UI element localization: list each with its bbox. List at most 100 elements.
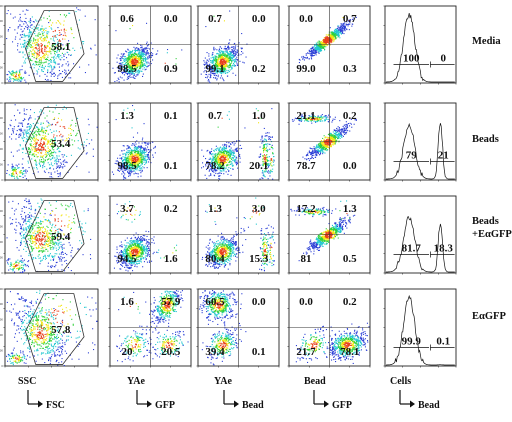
event-dot bbox=[340, 25, 342, 27]
event-dot bbox=[23, 133, 25, 135]
event-dot bbox=[239, 157, 241, 159]
event-dot bbox=[141, 51, 143, 53]
event-dot bbox=[53, 57, 55, 59]
event-dot bbox=[137, 154, 139, 156]
event-dot bbox=[39, 164, 41, 166]
event-dot bbox=[318, 40, 320, 42]
event-dot bbox=[130, 160, 132, 162]
event-dot bbox=[227, 66, 229, 68]
event-dot bbox=[319, 47, 321, 49]
event-dot bbox=[144, 48, 146, 50]
event-dot bbox=[226, 161, 228, 163]
event-dot bbox=[54, 117, 56, 119]
event-dot bbox=[20, 128, 22, 130]
event-dot bbox=[320, 45, 322, 47]
event-dot bbox=[138, 53, 140, 55]
event-dot bbox=[52, 68, 54, 70]
event-dot bbox=[128, 63, 130, 65]
event-dot bbox=[29, 58, 31, 60]
event-dot bbox=[63, 163, 65, 165]
event-dot bbox=[141, 159, 143, 161]
event-dot bbox=[146, 158, 148, 160]
event-dot bbox=[316, 46, 318, 48]
event-dot bbox=[55, 144, 57, 146]
event-dot bbox=[40, 16, 42, 18]
event-dot bbox=[338, 34, 340, 36]
event-dot bbox=[234, 142, 236, 144]
event-dot bbox=[237, 54, 239, 56]
event-dot bbox=[28, 52, 30, 54]
y-tick-label: 600 bbox=[0, 132, 3, 136]
event-dot bbox=[139, 70, 141, 72]
event-dot bbox=[224, 53, 226, 55]
event-dot bbox=[43, 160, 45, 162]
event-dot bbox=[36, 42, 38, 44]
event-dot bbox=[346, 29, 348, 31]
event-dot bbox=[228, 142, 230, 144]
event-dot bbox=[32, 173, 34, 175]
event-dot bbox=[47, 56, 49, 58]
event-dot bbox=[139, 62, 141, 64]
event-dot bbox=[13, 78, 15, 80]
event-dot bbox=[220, 61, 222, 63]
event-dot bbox=[35, 130, 37, 132]
event-dot bbox=[148, 152, 150, 154]
event-dot bbox=[214, 55, 216, 57]
event-dot bbox=[27, 27, 29, 29]
event-dot bbox=[38, 143, 40, 145]
event-dot bbox=[51, 142, 53, 144]
event-dot bbox=[235, 158, 237, 160]
event-dot bbox=[141, 51, 143, 53]
event-dot bbox=[143, 53, 145, 55]
event-dot bbox=[49, 176, 51, 178]
event-dot bbox=[65, 45, 67, 47]
event-dot bbox=[64, 154, 66, 156]
event-dot bbox=[351, 25, 353, 27]
event-dot bbox=[36, 139, 38, 141]
event-dot bbox=[15, 169, 17, 171]
event-dot bbox=[222, 53, 224, 55]
event-dot bbox=[44, 171, 46, 173]
event-dot bbox=[13, 128, 15, 130]
event-dot bbox=[60, 139, 62, 141]
event-dot bbox=[320, 41, 322, 43]
event-dot bbox=[23, 33, 25, 35]
event-dot bbox=[323, 38, 325, 40]
event-dot bbox=[13, 115, 15, 117]
event-dot bbox=[136, 148, 138, 150]
event-dot bbox=[9, 136, 11, 138]
event-dot bbox=[119, 58, 121, 60]
event-dot bbox=[31, 54, 33, 56]
event-dot bbox=[224, 155, 226, 157]
event-dot bbox=[21, 79, 23, 81]
event-dot bbox=[218, 55, 220, 57]
event-dot bbox=[213, 48, 215, 50]
event-dot bbox=[46, 36, 48, 38]
event-dot bbox=[341, 24, 343, 26]
event-dot bbox=[35, 150, 37, 152]
event-dot bbox=[33, 146, 35, 148]
event-dot bbox=[216, 153, 218, 155]
gate-percent: 53.4 bbox=[51, 138, 71, 150]
event-dot bbox=[62, 64, 64, 66]
event-dot bbox=[27, 132, 29, 134]
event-dot bbox=[56, 160, 58, 162]
event-dot bbox=[149, 64, 151, 66]
event-dot bbox=[335, 38, 337, 40]
event-dot bbox=[44, 132, 46, 134]
event-dot bbox=[24, 72, 26, 74]
event-dot bbox=[221, 64, 223, 66]
event-dot bbox=[313, 52, 315, 54]
event-dot bbox=[319, 42, 321, 44]
event-dot bbox=[33, 136, 35, 138]
event-dot bbox=[210, 71, 212, 73]
event-dot bbox=[337, 25, 339, 27]
event-dot bbox=[47, 133, 49, 135]
event-dot bbox=[343, 28, 345, 30]
event-dot bbox=[23, 140, 25, 142]
event-dot bbox=[329, 38, 331, 40]
event-dot bbox=[330, 42, 332, 44]
event-dot bbox=[43, 50, 45, 52]
event-dot bbox=[49, 47, 51, 49]
event-dot bbox=[212, 67, 214, 69]
